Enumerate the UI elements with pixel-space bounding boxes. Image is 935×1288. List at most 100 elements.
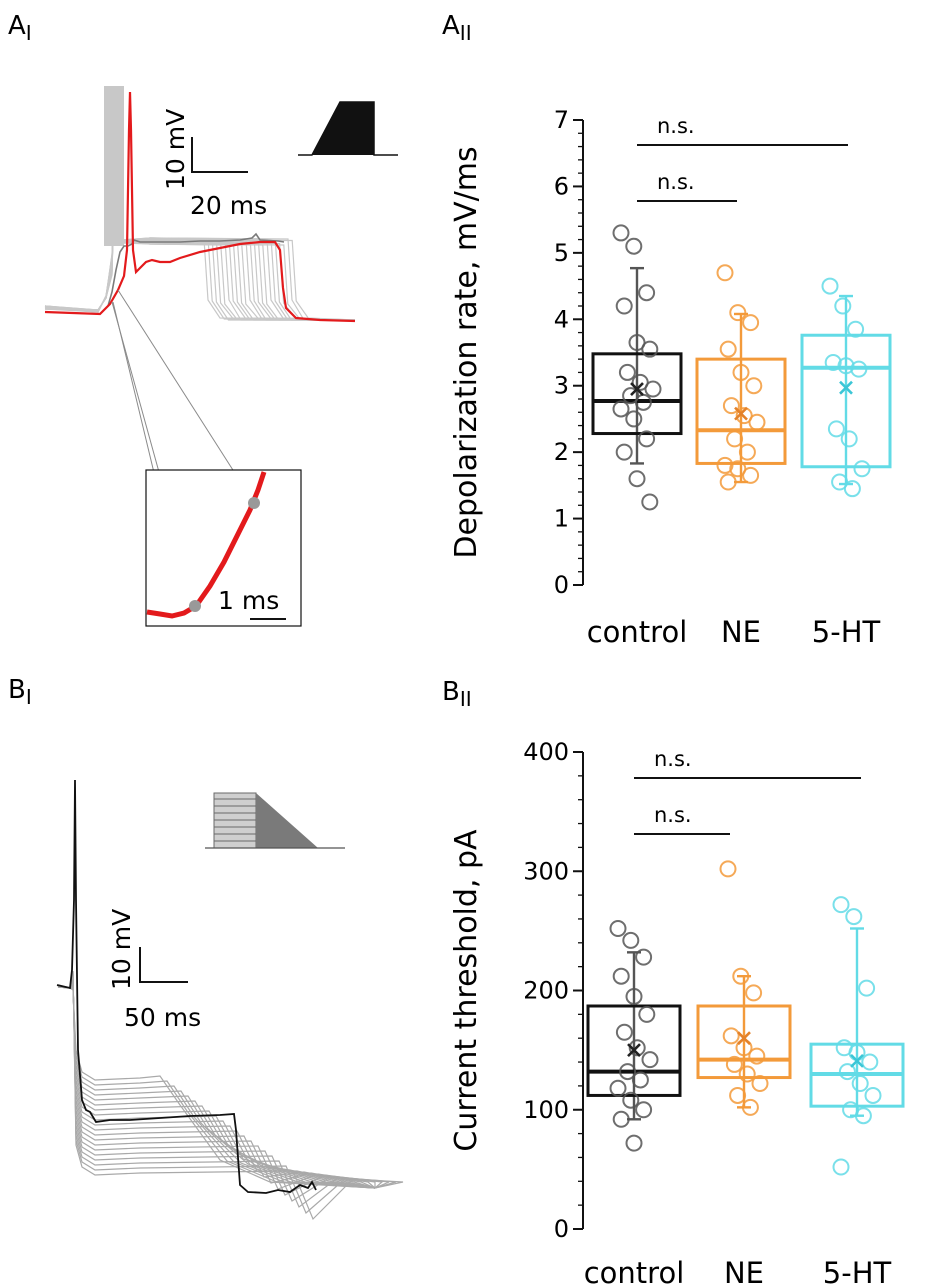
data-point <box>735 1039 753 1057</box>
trace-line <box>57 984 376 1189</box>
y-tick-label: 100 <box>523 1096 569 1124</box>
data-point <box>618 363 636 381</box>
y-tick-label: 5 <box>554 239 569 267</box>
category-label-control: control <box>584 1256 685 1288</box>
panel-label-a1: AI <box>8 11 32 45</box>
trace-spike-band <box>104 86 124 246</box>
data-point <box>612 967 630 985</box>
data-point <box>638 284 656 302</box>
scale-time-a1: 20 ms <box>190 191 267 220</box>
y-tick-label: 7 <box>554 106 569 134</box>
trace-highlight-b1 <box>56 779 317 1194</box>
category-label-ne: NE <box>721 615 761 649</box>
y-tick-label: 400 <box>523 738 569 766</box>
mean-marker <box>850 1053 864 1068</box>
data-point <box>847 320 865 338</box>
box-iqr <box>586 1004 682 1097</box>
data-point <box>843 480 861 498</box>
data-point <box>738 443 756 461</box>
box-iqr <box>696 1004 792 1080</box>
data-point <box>609 919 627 937</box>
data-point <box>864 1086 882 1104</box>
mean-marker <box>737 1031 751 1046</box>
data-point <box>615 1023 633 1041</box>
y-tick-label: 2 <box>554 438 569 466</box>
significance-label: n.s. <box>654 803 692 827</box>
scale-voltage-b1: 10 mV <box>107 909 136 990</box>
data-point <box>622 931 640 949</box>
data-point <box>824 353 842 371</box>
scale-time-b1: 50 ms <box>124 1003 201 1032</box>
data-point <box>745 984 763 1002</box>
y-axis-title: Current threshold, pA <box>449 829 484 1152</box>
data-point <box>612 1110 630 1128</box>
data-point <box>625 987 643 1005</box>
data-point <box>638 1005 656 1023</box>
y-axis-title: Depolarization rate, mV/ms <box>449 146 484 558</box>
trace-line <box>57 986 376 1189</box>
data-point <box>722 397 740 415</box>
data-point <box>612 400 630 418</box>
data-point <box>732 363 750 381</box>
data-point <box>742 466 760 484</box>
y-tick-label: 300 <box>523 857 569 885</box>
panel-label-a2: AII <box>442 11 472 45</box>
data-point <box>641 340 659 358</box>
data-point <box>615 297 633 315</box>
category-label-5ht: 5-HT <box>823 1256 892 1288</box>
y-tick-label: 0 <box>554 1215 569 1243</box>
data-point <box>748 1047 766 1065</box>
data-point <box>854 1107 872 1125</box>
data-point <box>751 1075 769 1093</box>
trace-line <box>57 971 397 1214</box>
mean-marker <box>839 380 853 395</box>
y-tick-label: 200 <box>523 977 569 1005</box>
zoom-guide-line <box>117 289 255 504</box>
data-point <box>834 297 852 315</box>
trace-panel-b1: 10 mV 50 ms <box>56 779 404 1221</box>
panel-label-b1: BI <box>8 675 32 709</box>
data-point <box>853 460 871 478</box>
data-point <box>748 413 766 431</box>
trace-line <box>57 970 404 1221</box>
data-point <box>719 860 737 878</box>
trace-family-b1 <box>57 970 404 1221</box>
y-tick-label: 1 <box>554 505 569 533</box>
trace-line <box>44 119 355 321</box>
data-point <box>861 1053 879 1071</box>
data-point <box>832 1158 850 1176</box>
mean-marker <box>734 406 748 421</box>
trace-panel-a1: 10 mV 20 ms 1 ms <box>44 86 398 627</box>
y-tick-label: 0 <box>554 571 569 599</box>
data-point <box>838 1063 856 1081</box>
data-point <box>625 237 643 255</box>
data-point <box>851 1075 869 1093</box>
data-point <box>827 420 845 438</box>
trace-line <box>57 984 376 1189</box>
significance-label: n.s. <box>657 114 695 138</box>
y-tick-label: 6 <box>554 172 569 200</box>
stimulus-protocol-icon-a1 <box>298 101 398 156</box>
y-tick-label: 3 <box>554 372 569 400</box>
data-point <box>625 410 643 428</box>
trace-line <box>44 120 356 321</box>
significance-label: n.s. <box>657 170 695 194</box>
data-point <box>745 377 763 395</box>
data-point <box>619 1063 637 1081</box>
trace-highlight-a1 <box>44 91 356 323</box>
inset-zoom-a1: 1 ms <box>145 469 302 627</box>
box-iqr <box>800 333 892 469</box>
data-point <box>719 340 737 358</box>
scale-voltage-a1: 10 mV <box>161 109 190 190</box>
data-point <box>634 393 652 411</box>
stimulus-protocol-icon-b1 <box>205 792 345 849</box>
box-iqr <box>591 352 683 436</box>
data-point <box>725 1055 743 1073</box>
data-point <box>729 1086 747 1104</box>
data-point <box>741 1098 759 1116</box>
data-point <box>837 357 855 375</box>
data-point <box>729 304 747 322</box>
scale-bar-b1 <box>139 947 188 983</box>
data-point <box>821 277 839 295</box>
